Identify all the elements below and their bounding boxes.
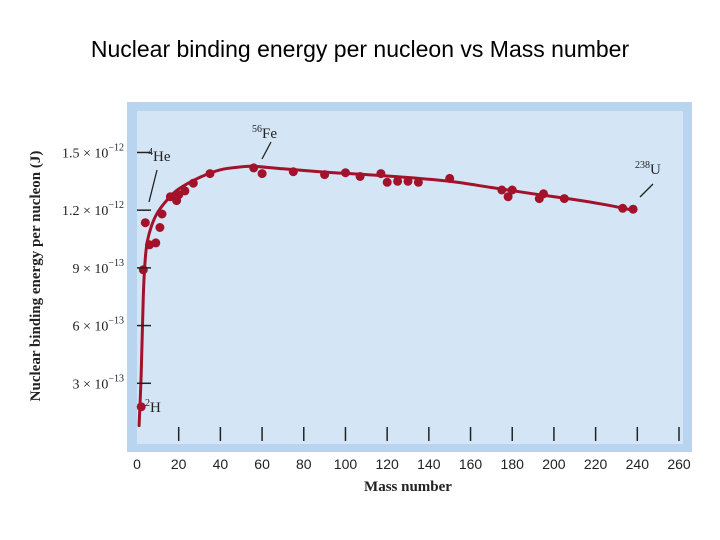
data-point — [257, 169, 267, 179]
data-point — [382, 177, 392, 187]
y-tick-label: 6 × 10−13 — [72, 316, 124, 335]
y-tick-label: 9 × 10−13 — [72, 258, 124, 277]
data-point — [503, 192, 513, 202]
data-point — [155, 223, 165, 232]
data-point — [618, 203, 628, 213]
x-tick-label: 200 — [542, 456, 566, 472]
data-point — [507, 185, 517, 195]
data-point — [497, 185, 507, 195]
x-tick-label: 160 — [459, 456, 483, 472]
data-point — [393, 176, 403, 186]
x-tick-label: 100 — [334, 456, 358, 472]
data-point — [205, 169, 215, 179]
annotation-fe56: 56Fe — [252, 124, 277, 142]
x-tick-label: 240 — [626, 456, 650, 472]
annotation-leader-fe56 — [261, 141, 272, 160]
x-tick-label: 0 — [133, 456, 141, 472]
y-tick-label: 3 × 10−13 — [72, 373, 124, 392]
annotation-leader-he4 — [148, 169, 158, 203]
x-tick-label: 60 — [254, 456, 270, 472]
plot-area — [137, 111, 683, 444]
annotation-he4: 4He — [148, 147, 171, 165]
data-point — [445, 173, 455, 183]
data-point — [413, 177, 423, 187]
x-tick-label: 40 — [213, 456, 229, 472]
data-point — [403, 176, 413, 186]
x-tick-label: 260 — [667, 456, 691, 472]
data-point — [151, 238, 161, 248]
data-point — [376, 169, 386, 179]
data-point — [136, 402, 146, 412]
data-point — [180, 186, 190, 196]
annotation-leader-u238 — [639, 183, 654, 198]
data-point — [288, 167, 298, 177]
annotation-u238: 238U — [635, 160, 661, 178]
annotation-h2: 2H — [145, 398, 161, 416]
data-point — [539, 189, 548, 199]
data-point — [355, 172, 365, 181]
data-point — [249, 163, 259, 173]
x-axis-title: Mass number — [364, 479, 452, 495]
x-tick-label: 80 — [296, 456, 312, 472]
data-point — [157, 209, 167, 219]
x-tick-label: 20 — [171, 456, 187, 472]
data-point — [140, 218, 150, 228]
data-point — [320, 170, 330, 180]
y-axis-title: Nuclear binding energy per nucleon (J) — [28, 151, 44, 402]
chart-title: Nuclear binding energy per nucleon vs Ma… — [90, 36, 630, 62]
data-point — [188, 178, 198, 188]
x-tick-label: 140 — [417, 456, 441, 472]
data-point — [138, 265, 148, 275]
y-tick-label: 1.5 × 10−12 — [62, 142, 124, 161]
y-tick-label: 1.2 × 10−12 — [62, 200, 124, 219]
data-point — [341, 168, 350, 178]
data-point — [559, 194, 569, 204]
x-tick-label: 120 — [375, 456, 399, 472]
x-tick-label: 220 — [584, 456, 608, 472]
x-tick-label: 180 — [501, 456, 525, 472]
data-point — [628, 204, 638, 214]
